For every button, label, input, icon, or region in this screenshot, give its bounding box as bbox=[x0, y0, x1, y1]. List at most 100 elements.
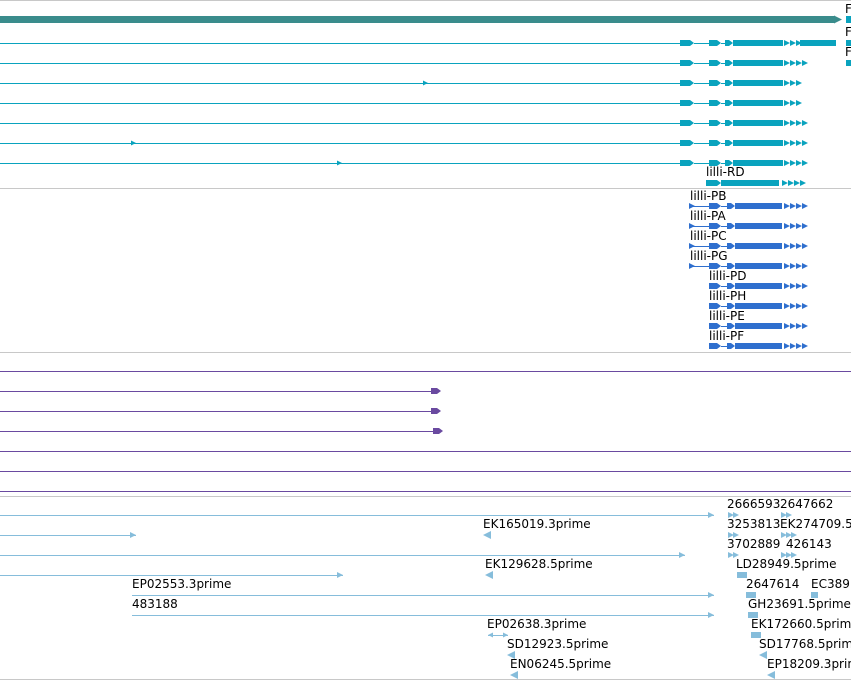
utr-arrow bbox=[790, 343, 796, 349]
exon-block bbox=[709, 140, 721, 146]
exon-block bbox=[727, 243, 735, 249]
utr-arrow bbox=[796, 120, 802, 126]
exon-block bbox=[735, 283, 782, 289]
feature-end-block bbox=[431, 408, 441, 414]
feature-label-sd12923[interactable]: SD12923.5prime bbox=[507, 637, 609, 651]
utr-arrow bbox=[802, 303, 808, 309]
feature-label-426143[interactable]: 426143 bbox=[786, 537, 832, 551]
exon-block bbox=[680, 100, 694, 106]
utr-arrow bbox=[784, 100, 790, 106]
track-separator bbox=[0, 496, 851, 497]
feature-label-ek129628[interactable]: EK129628.5prime bbox=[485, 557, 593, 571]
utr-arrow bbox=[784, 120, 790, 126]
utr-arrow bbox=[790, 80, 796, 86]
transcript-label-pg[interactable]: lilli-PG bbox=[690, 249, 728, 263]
exon-block bbox=[725, 60, 733, 66]
transcript-label-pb[interactable]: lilli-PB bbox=[690, 189, 727, 203]
utr-arrow bbox=[802, 263, 808, 269]
strand-arrow bbox=[834, 15, 842, 24]
est-arrow bbox=[791, 552, 797, 558]
feature-label-ep02553[interactable]: EP02553.3prime bbox=[132, 577, 232, 591]
feature-label-gh23691[interactable]: GH23691.5prime bbox=[748, 597, 851, 611]
feature-label-ld28949[interactable]: LD28949.5prime bbox=[736, 557, 837, 571]
utr-arrow bbox=[784, 80, 790, 86]
utr-arrow bbox=[790, 100, 796, 106]
feature-label-ek274709[interactable]: EK274709.5 bbox=[780, 517, 851, 531]
strand-arrow bbox=[488, 632, 493, 638]
track-separator bbox=[0, 352, 851, 353]
exon-block bbox=[733, 160, 783, 166]
transcript-label-pc[interactable]: lilli-PC bbox=[690, 229, 727, 243]
transcript-label-pd[interactable]: lilli-PD bbox=[709, 269, 747, 283]
transcript-label-ph[interactable]: lilli-PH bbox=[709, 289, 747, 303]
feature-label-3253813[interactable]: 3253813 bbox=[727, 517, 781, 531]
exon-block bbox=[727, 323, 735, 329]
utr-arrow bbox=[796, 160, 802, 166]
track-separator bbox=[0, 0, 851, 1]
utr-arrow bbox=[796, 203, 802, 209]
utr-arrow bbox=[796, 223, 802, 229]
feature-label-2647614[interactable]: 2647614 bbox=[746, 577, 800, 591]
utr-arrow bbox=[790, 40, 796, 46]
utr-arrow bbox=[784, 160, 790, 166]
exon-block bbox=[709, 223, 721, 229]
est-arrow bbox=[733, 532, 739, 538]
exon-block bbox=[725, 120, 733, 126]
feature-label-ec389[interactable]: EC389 bbox=[811, 577, 850, 591]
exon-block bbox=[733, 40, 783, 46]
exon-block bbox=[735, 343, 782, 349]
exon-block bbox=[709, 203, 721, 209]
feature-label-ek165019[interactable]: EK165019.3prime bbox=[483, 517, 591, 531]
utr-arrow bbox=[790, 160, 796, 166]
utr-arrow bbox=[802, 283, 808, 289]
est-block bbox=[737, 572, 747, 578]
utr-arrow bbox=[796, 323, 802, 329]
feature-label-2647662[interactable]: 2647662 bbox=[780, 497, 834, 511]
exon-block bbox=[727, 223, 735, 229]
est-arrow bbox=[733, 512, 739, 518]
utr-arrow bbox=[796, 263, 802, 269]
utr-arrow bbox=[800, 180, 806, 186]
strand-arrow bbox=[708, 592, 714, 598]
feature-label-sd17768[interactable]: SD17768.5prime bbox=[759, 637, 851, 651]
utr-arrow bbox=[802, 323, 808, 329]
utr-arrow bbox=[784, 323, 790, 329]
feature-label-3702889[interactable]: 3702889 bbox=[727, 537, 781, 551]
feature-end-block bbox=[433, 428, 443, 434]
exon-block bbox=[800, 40, 836, 46]
utr-arrow bbox=[802, 243, 808, 249]
strand-arrow bbox=[131, 140, 136, 146]
feature-label-2666593[interactable]: 2666593 bbox=[727, 497, 781, 511]
exon-block bbox=[709, 160, 721, 166]
exon-block bbox=[680, 140, 694, 146]
exon-block bbox=[725, 80, 733, 86]
feature-label-483188[interactable]: 483188 bbox=[132, 597, 178, 611]
est-block bbox=[507, 651, 515, 659]
transcript-label-rd[interactable]: lilli-RD bbox=[706, 165, 745, 179]
exon-block bbox=[709, 323, 721, 329]
feature-label-en06245[interactable]: EN06245.5prime bbox=[510, 657, 612, 671]
exon-block bbox=[733, 60, 783, 66]
utr-arrow bbox=[784, 40, 790, 46]
track1-label-1: F bbox=[845, 2, 851, 16]
transcript-label-pa[interactable]: lilli-PA bbox=[690, 209, 726, 223]
strand-arrow bbox=[679, 552, 685, 558]
feature-label-ep02638[interactable]: EP02638.3prime bbox=[487, 617, 587, 631]
exon-block bbox=[735, 323, 782, 329]
utr-arrow bbox=[802, 120, 808, 126]
exon-block bbox=[735, 263, 782, 269]
est-arrow bbox=[781, 512, 787, 518]
transcript-label-pe[interactable]: lilli-PE bbox=[709, 309, 745, 323]
feature-label-ep18209[interactable]: EP18209.3prime bbox=[767, 657, 851, 671]
utr-arrow bbox=[790, 303, 796, 309]
est-block bbox=[510, 671, 518, 679]
est-block bbox=[759, 651, 767, 659]
utr-arrow bbox=[796, 100, 802, 106]
transcript-label-pf[interactable]: lilli-PF bbox=[709, 329, 745, 343]
exon-block bbox=[721, 180, 779, 186]
feature-label-ek172660[interactable]: EK172660.5prim bbox=[751, 617, 851, 631]
est-arrow bbox=[781, 552, 787, 558]
utr-arrow bbox=[796, 283, 802, 289]
